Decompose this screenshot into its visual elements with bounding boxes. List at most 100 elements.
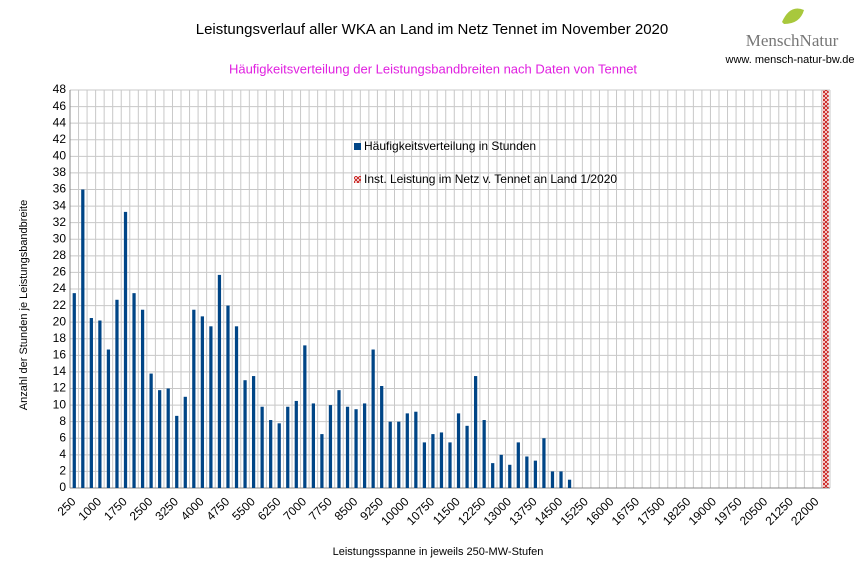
x-tick-label: 10000 xyxy=(378,494,412,528)
x-tick-label: 16000 xyxy=(583,494,617,528)
x-tick-label: 10750 xyxy=(404,494,438,528)
bar xyxy=(269,420,273,488)
x-tick-label: 5500 xyxy=(229,494,258,523)
bar xyxy=(380,386,384,488)
bar xyxy=(286,406,290,488)
bar xyxy=(251,376,256,488)
bar xyxy=(431,434,435,488)
legend-label: Inst. Leistung im Netz v. Tennet an Land… xyxy=(364,172,617,186)
bar xyxy=(89,318,93,488)
x-tick-label: 2500 xyxy=(127,494,156,523)
bar xyxy=(277,423,281,488)
x-tick-label: 4750 xyxy=(204,494,233,523)
bar xyxy=(243,380,247,488)
bar xyxy=(158,390,162,488)
bar xyxy=(123,211,128,488)
bar xyxy=(166,388,170,488)
logo-leaf xyxy=(782,8,804,24)
bar xyxy=(345,406,350,488)
x-tick-label: 8500 xyxy=(332,494,361,523)
bar xyxy=(491,463,495,488)
bar xyxy=(456,413,461,488)
y-tick-label: 38 xyxy=(53,165,67,179)
y-tick-label: 4 xyxy=(59,447,66,461)
bar xyxy=(354,409,358,488)
chart-subtitle: Häufigkeitsverteilung der Leistungsbandb… xyxy=(229,61,637,76)
bar xyxy=(542,438,546,488)
bar xyxy=(106,349,111,488)
legend-swatch xyxy=(354,176,361,183)
bar xyxy=(140,309,145,488)
y-tick-label: 18 xyxy=(53,331,67,345)
y-tick-label: 14 xyxy=(53,364,67,378)
y-tick-label: 24 xyxy=(53,281,67,295)
bar xyxy=(234,326,239,488)
bar xyxy=(226,305,230,488)
bar xyxy=(388,421,392,488)
y-tick-label: 6 xyxy=(59,430,66,444)
bar xyxy=(448,442,452,488)
bar xyxy=(405,413,409,488)
bar xyxy=(192,309,196,488)
y-tick-label: 48 xyxy=(53,82,67,96)
website: www. mensch-natur-bw.de xyxy=(725,54,855,66)
x-tick-label: 13000 xyxy=(481,494,515,528)
bar xyxy=(414,411,418,488)
y-tick-label: 20 xyxy=(53,314,67,328)
bar xyxy=(533,460,538,488)
x-tick-label: 19000 xyxy=(686,494,720,528)
bar xyxy=(294,400,298,488)
y-axis-label: Anzahl der Stunden je Leistungsbandbreit… xyxy=(18,200,30,410)
legend-swatch xyxy=(354,143,361,150)
x-tick-label: 1000 xyxy=(75,494,104,523)
y-tick-label: 2 xyxy=(59,464,66,478)
bar xyxy=(439,432,444,488)
bar xyxy=(422,442,427,488)
brand: MenschNatur xyxy=(746,31,839,50)
bar xyxy=(465,425,469,488)
x-tick-label: 22000 xyxy=(788,494,822,528)
x-tick-label: 7750 xyxy=(306,494,335,523)
bar xyxy=(72,293,76,488)
bar xyxy=(311,403,315,488)
bar xyxy=(81,189,85,488)
x-tick-label: 6250 xyxy=(255,494,284,523)
y-tick-label: 16 xyxy=(53,348,67,362)
bar xyxy=(397,421,401,488)
bar xyxy=(482,420,486,488)
x-tick-label: 3250 xyxy=(152,494,181,523)
x-tick-label: 20500 xyxy=(737,494,771,528)
y-tick-label: 36 xyxy=(53,182,67,196)
y-tick-label: 0 xyxy=(59,480,66,494)
bar xyxy=(217,274,222,488)
y-tick-label: 44 xyxy=(53,115,67,129)
x-tick-label: 19750 xyxy=(711,494,745,528)
bar xyxy=(132,293,136,488)
bar xyxy=(499,454,503,488)
x-tick-label: 13750 xyxy=(506,494,540,528)
bar xyxy=(303,345,307,488)
bar xyxy=(337,390,341,488)
bar xyxy=(473,376,478,488)
bar xyxy=(209,326,213,488)
x-tick-label: 14500 xyxy=(532,494,566,528)
y-tick-label: 34 xyxy=(53,198,67,212)
legend-label: Häufigkeitsverteilung in Stunden xyxy=(364,139,536,153)
bar xyxy=(550,471,555,488)
y-tick-label: 10 xyxy=(53,397,67,411)
x-tick-label: 1750 xyxy=(101,494,130,523)
bar xyxy=(175,415,179,488)
x-tick-label: 16750 xyxy=(609,494,643,528)
x-tick-label: 7000 xyxy=(280,494,309,523)
y-tick-label: 30 xyxy=(53,231,67,245)
bar xyxy=(328,405,333,488)
bar xyxy=(200,316,204,488)
chart-title: Leistungsverlauf aller WKA an Land im Ne… xyxy=(196,21,668,38)
x-tick-label: 15250 xyxy=(557,494,591,528)
bar xyxy=(508,464,512,488)
y-tick-label: 12 xyxy=(53,381,67,395)
bar xyxy=(822,90,829,488)
y-tick-label: 28 xyxy=(53,248,67,262)
bar xyxy=(362,403,367,488)
